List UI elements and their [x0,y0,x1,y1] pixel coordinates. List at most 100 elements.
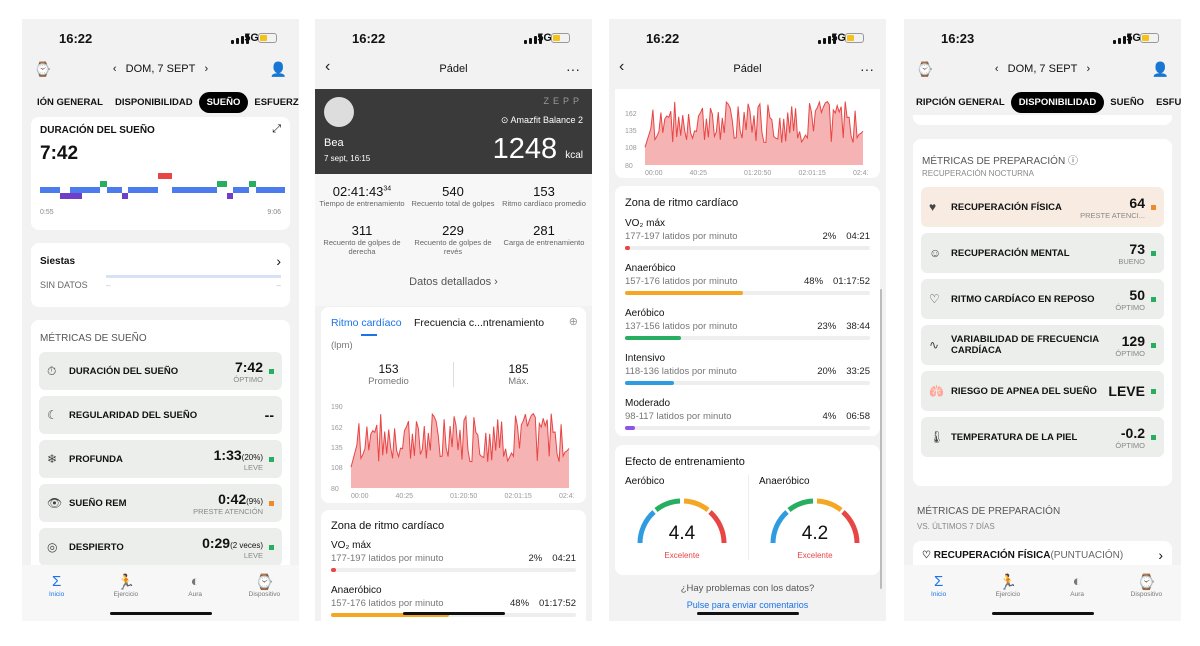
home-indicator [403,612,505,615]
feedback-link[interactable]: Pulse para enviar comentarios [686,600,809,610]
tab-effort[interactable]: ESFUERZO [254,96,299,108]
sleep-metric-row[interactable]: ◎ DESPIERTO 0:29(2 veces) LEVE [39,528,282,566]
naps-dash: -- [106,283,111,290]
zone-row: Intensivo 118-136 latidos por minuto 20% 33… [625,353,870,385]
nav-aura[interactable]: ◐ Aura [170,573,220,621]
tab-overview[interactable]: RIPCIÓN GENERAL [916,96,1005,108]
expand-icon[interactable]: ⤢ [272,123,281,135]
profile-icon[interactable]: 👤 [269,61,287,77]
tab-effort[interactable]: ESFUER [1156,96,1181,108]
zone-time: 01:17:52 [539,598,576,609]
metric-label: RIESGO DE APNEA DEL SUEÑO [951,385,1097,397]
metric-status: LEVE [243,550,263,560]
back-icon[interactable]: ‹ [325,58,331,75]
sleep-metric-row[interactable]: ⏱ DURACIÓN DEL SUEÑO 7:42 ÓPTIMO [39,352,282,390]
card-edge [913,115,1172,125]
zone-pct: 4% [822,411,837,422]
zoom-icon[interactable]: ⊕ [568,316,578,328]
zone-row: Anaeróbico 157-176 latidos por minuto 48% 0… [625,263,870,295]
prev-day-icon[interactable]: ‹ [112,63,117,75]
info-icon[interactable]: ⓘ [1067,156,1078,167]
zone-name: Aeróbico [625,308,665,319]
sleep-start: 0:55 [40,209,54,216]
readiness-metric-row[interactable]: ☺ RECUPERACIÓN MENTAL 73 BUENO [921,233,1164,273]
stat-item: 540 Recuento total de golpes [408,184,498,208]
details-link[interactable]: Datos detallados › [409,276,498,288]
metric-status: PRESTE ATENCI... [1080,210,1145,220]
readiness-metric-row[interactable]: 🌡 TEMPERATURA DE LA PIEL -0.2 ÓPTIMO [921,417,1164,457]
tab-sleep[interactable]: SUEÑO [198,91,249,113]
readiness-metric-row[interactable]: ♥ RECUPERACIÓN FÍSICA 64 PRESTE ATENCI... [921,187,1164,227]
tab-readiness[interactable]: DISPONIBILIDAD [1010,91,1105,113]
tab-heart-rate[interactable]: Ritmo cardíaco [331,317,402,329]
metric-value: 0:29 [202,534,231,551]
status-time: 16:22 [646,31,680,46]
naps-title: Siestas [40,256,76,267]
stat-label: Recuento de golpes de derecha [323,238,401,256]
hrv-icon: ∿ [929,338,940,352]
nav-home[interactable]: Σ Inicio [914,573,964,621]
status-bar: 16:22 5G [315,19,592,59]
signal-icon [231,34,249,44]
aura-icon: ◐ [1072,573,1082,590]
nav-label: Dispositivo [1130,591,1163,598]
max-value: 185 [508,362,529,376]
nav-exercise[interactable]: 🏃 Ejercicio [983,573,1033,621]
home-indicator [697,612,799,615]
nav-label: Ejercicio [113,591,139,598]
next-day-icon[interactable]: › [1086,63,1091,75]
zone-name: Anaeróbico [331,585,382,596]
avg-value: 153 [378,362,399,376]
status-bar: 16:23 5G [904,19,1181,59]
metric-label: REGULARIDAD DEL SUEÑO [69,409,198,421]
nav-device[interactable]: ⌚ Dispositivo [239,573,289,621]
back-icon[interactable]: ‹ [619,58,625,75]
stat-label: Tiempo de entrenamiento [319,199,405,208]
stat-sup: 34 [383,185,392,193]
watch-icon[interactable]: ⌚ [34,61,52,77]
tab-training-frequency[interactable]: Frecuencia c...ntrenamiento [414,317,545,329]
metric-value: 1:33 [213,446,242,463]
readiness-metric-row[interactable]: ♡ RITMO CARDÍACO EN REPOSO 50 ÓPTIMO [921,279,1164,319]
zone-title: Zona de ritmo cardíaco [625,197,739,209]
nav-aura[interactable]: ◐ Aura [1052,573,1102,621]
prev-day-icon[interactable]: ‹ [994,63,999,75]
sleep-duration-card[interactable]: DURACIÓN DEL SUEÑO ⤢ 7:42 0:55 9:06 [31,117,290,230]
nav-exercise[interactable]: 🏃 Ejercicio [101,573,151,621]
profile-icon[interactable]: 👤 [1151,61,1169,77]
status-dot [1151,250,1156,256]
date-label: DOM, 7 SEPT [125,63,196,75]
next-day-icon[interactable]: › [204,63,209,75]
sleep-metric-row[interactable]: ❄ PROFUNDA 1:33(20%) LEVE [39,440,282,478]
watch-icon[interactable]: ⌚ [916,61,934,77]
eye-icon: ◎ [47,540,58,554]
more-icon[interactable]: ··· [860,61,874,77]
status-bar: 16:22 5G [22,19,299,59]
naps-card[interactable]: Siestas › SIN DATOS -- -- [31,243,290,307]
anaerobic-status: Excelente [797,551,833,560]
sleep-metric-row[interactable]: 👁 SUEÑO REM 0:42(9%) PRESTE ATENCIÓN [39,484,282,522]
scrollbar[interactable] [880,289,882,589]
battery-icon [258,33,277,43]
zone-name: VO₂ máx [331,540,371,551]
readiness-metric-row[interactable]: 🫁 RIESGO DE APNEA DEL SUEÑO LEVE [921,371,1164,411]
section-title: MÉTRICAS DE PREPARACIÓN [917,506,1061,517]
zone-bar [625,381,674,385]
nav-home[interactable]: Σ Inicio [32,573,82,621]
y-tick-label: 80 [331,486,339,493]
nav-device[interactable]: ⌚ Dispositivo [1121,573,1171,621]
metric-status: ÓPTIMO [233,374,263,384]
home-indicator [992,612,1094,615]
more-icon[interactable]: ··· [566,61,580,77]
metric-label: RITMO CARDÍACO EN REPOSO [951,293,1095,305]
sleep-stages-graph [40,173,285,199]
readiness-metric-row[interactable]: ∿ VARIABILIDAD DE FRECUENCIA CARDÍACA 129 Ó… [921,325,1164,365]
metric-value: 73 [1129,240,1145,257]
tab-readiness[interactable]: DISPONIBILIDAD [114,96,193,108]
timer-icon: ⏱ [47,363,57,378]
battery-icon [1140,33,1159,43]
zone-range: 98-117 latidos por minuto [625,411,732,422]
sleep-metric-row[interactable]: ☾ REGULARIDAD DEL SUEÑO -- [39,396,282,434]
tab-overview[interactable]: IÓN GENERAL [37,96,103,108]
tab-sleep[interactable]: SUEÑO [1110,96,1145,108]
